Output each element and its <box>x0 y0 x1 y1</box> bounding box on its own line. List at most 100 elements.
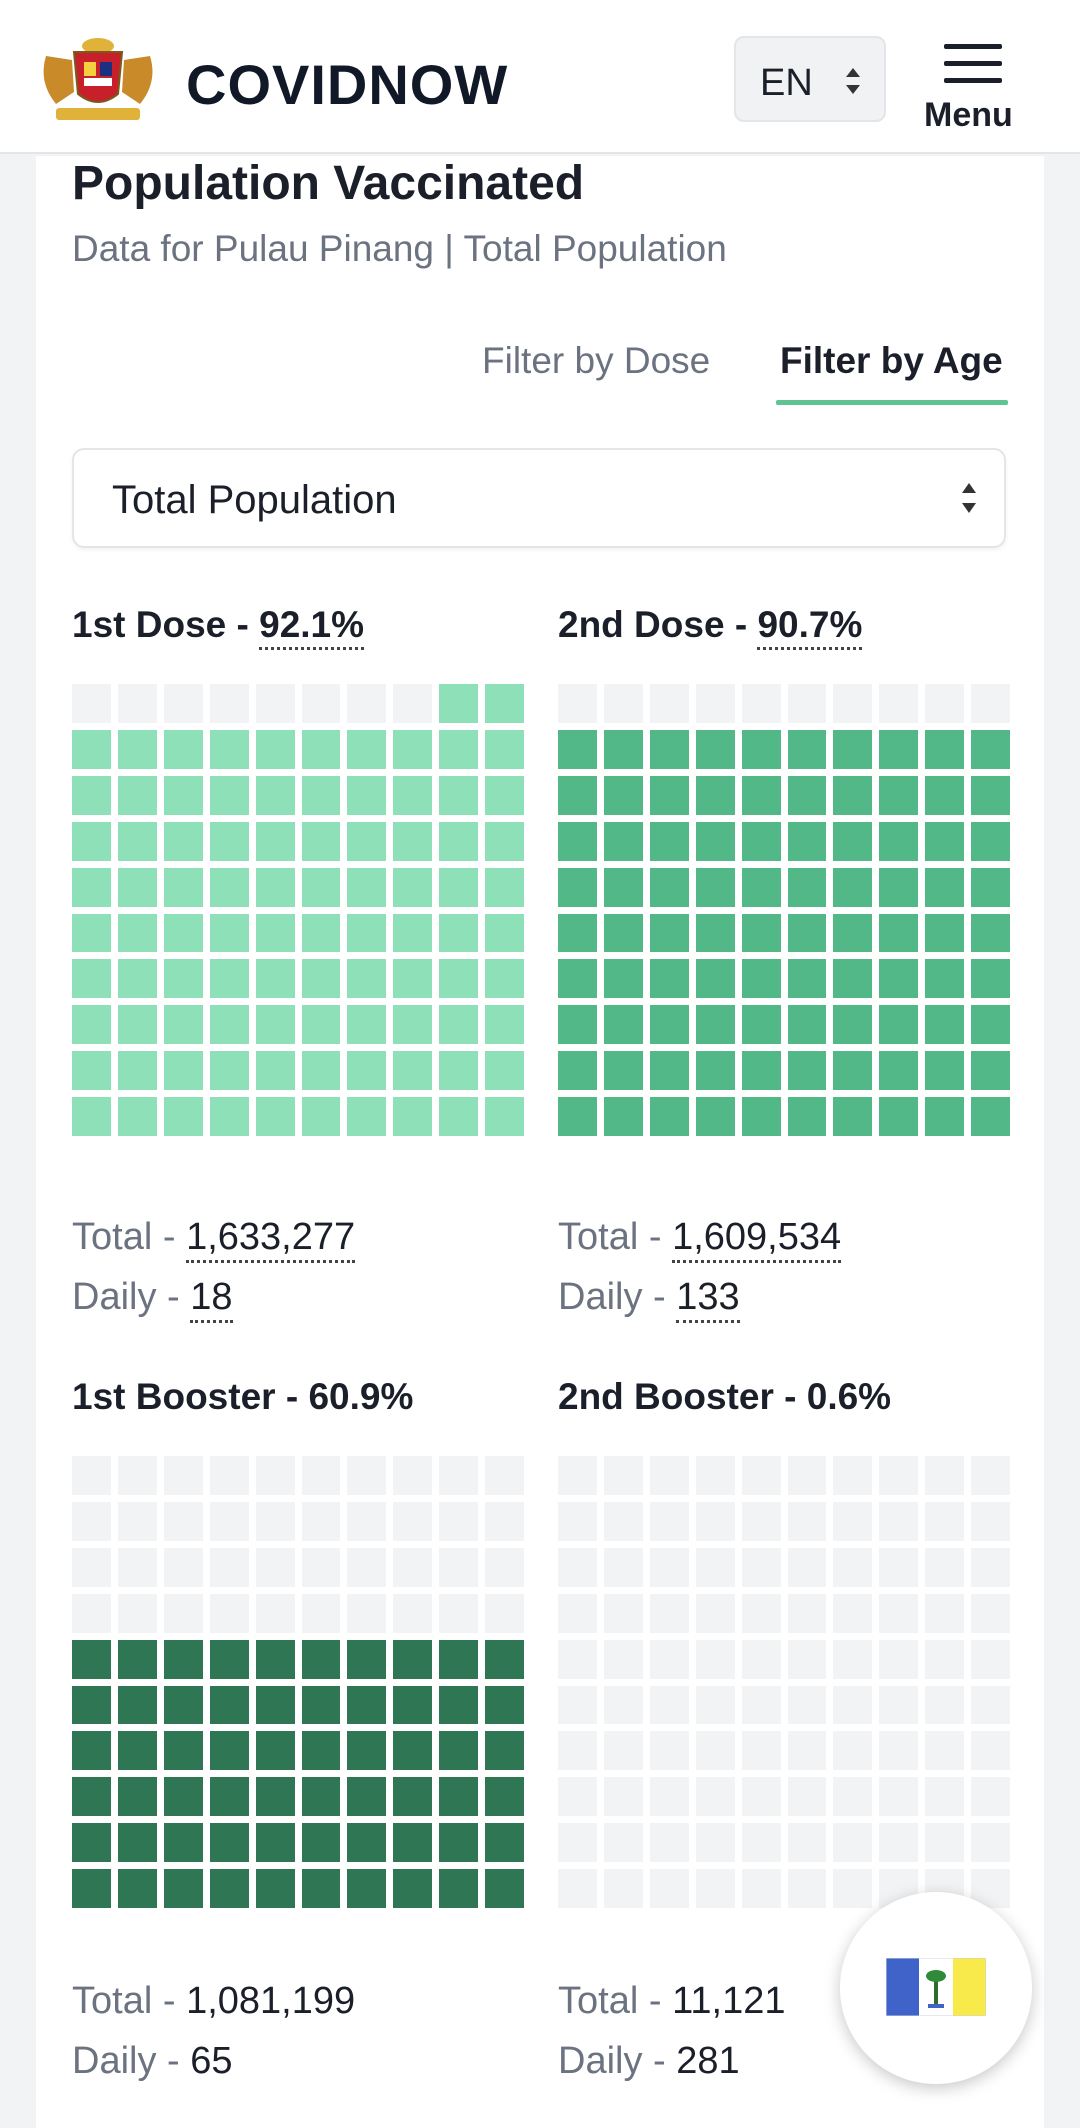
waffle-cell <box>163 1456 203 1495</box>
waffle-cell <box>301 775 341 815</box>
waffle-cell <box>439 1005 479 1045</box>
waffle-cell <box>255 684 295 723</box>
waffle-cell <box>255 1731 295 1771</box>
waffle-cell <box>117 729 157 769</box>
waffle-cell <box>558 1005 597 1045</box>
population-select-value: Total Population <box>112 478 397 522</box>
daily-value[interactable]: 133 <box>676 1276 740 1323</box>
waffle-cell <box>649 867 689 907</box>
waffle-cell <box>72 729 111 769</box>
waffle-cell <box>439 1097 479 1136</box>
waffle-cell <box>649 1501 689 1541</box>
waffle-cell <box>485 1869 524 1908</box>
waffle-cell <box>603 1869 643 1908</box>
waffle-cell <box>347 1005 387 1045</box>
waffle-cell <box>393 1051 433 1091</box>
waffle-cell <box>695 1547 735 1587</box>
daily-value[interactable]: 18 <box>190 1276 233 1323</box>
waffle-cell <box>741 867 781 907</box>
waffle-cell <box>209 1731 249 1771</box>
waffle-cell <box>558 1456 597 1495</box>
waffle-cell <box>787 1869 827 1908</box>
waffle-cell <box>117 913 157 953</box>
panel-2nd-dose: 2nd Dose - 90.7% Total - 1,609,534 Daily… <box>558 604 1010 1323</box>
state-selector-button[interactable] <box>840 1892 1032 2084</box>
top-header: COVIDNOW EN Menu <box>0 0 1080 154</box>
waffle-cell <box>879 1777 919 1817</box>
waffle-cell <box>163 1869 203 1908</box>
waffle-cell <box>695 1097 735 1136</box>
tab-filter-by-age[interactable]: Filter by Age <box>780 340 1003 381</box>
waffle-cell <box>255 729 295 769</box>
waffle-cell <box>163 1777 203 1817</box>
waffle-cell <box>787 1685 827 1725</box>
waffle-cell <box>393 867 433 907</box>
waffle-cell <box>558 729 597 769</box>
waffle-cell <box>485 1051 524 1091</box>
waffle-cell <box>485 821 524 861</box>
waffle-cell <box>925 1097 965 1136</box>
waffle-cell <box>925 684 965 723</box>
chevron-updown-icon <box>846 68 860 94</box>
menu-label: Menu <box>924 96 1013 134</box>
waffle-cell <box>695 1869 735 1908</box>
tab-filter-by-dose[interactable]: Filter by Dose <box>482 340 711 381</box>
waffle-cell <box>879 1097 919 1136</box>
waffle-cell <box>485 1005 524 1045</box>
language-value: EN <box>760 62 813 104</box>
waffle-cell <box>255 1005 295 1045</box>
waffle-cell <box>255 1051 295 1091</box>
waffle-cell <box>695 1777 735 1817</box>
waffle-cell <box>741 1685 781 1725</box>
waffle-cell <box>117 1777 157 1817</box>
waffle-cell <box>695 1639 735 1679</box>
dose-percent[interactable]: 92.1% <box>259 604 365 650</box>
waffle-cell <box>741 775 781 815</box>
menu-button[interactable]: Menu <box>910 36 1040 136</box>
brand-title[interactable]: COVIDNOW <box>186 53 509 116</box>
daily-stat: Daily - 18 <box>72 1276 233 1323</box>
waffle-cell <box>209 821 249 861</box>
waffle-cell <box>833 821 873 861</box>
waffle-cell <box>163 959 203 999</box>
waffle-cell <box>72 959 111 999</box>
waffle-cell <box>603 1731 643 1771</box>
waffle-cell <box>603 684 643 723</box>
waffle-cell <box>393 913 433 953</box>
waffle-cell <box>558 684 597 723</box>
waffle-cell <box>558 1777 597 1817</box>
waffle-cell <box>787 1639 827 1679</box>
total-stat: Total - 11,121 <box>558 1980 786 2022</box>
waffle-cell <box>347 1501 387 1541</box>
waffle-cell <box>393 1097 433 1136</box>
coat-of-arms-logo[interactable] <box>34 32 162 128</box>
waffle-cell <box>925 1051 965 1091</box>
waffle-cell <box>301 1777 341 1817</box>
waffle-cell <box>558 1051 597 1091</box>
total-stat: Total - 1,609,534 <box>558 1216 842 1263</box>
waffle-cell <box>879 1639 919 1679</box>
waffle-cell <box>971 1593 1010 1633</box>
waffle-cell <box>925 821 965 861</box>
waffle-cell <box>695 1005 735 1045</box>
waffle-cell <box>209 1777 249 1817</box>
waffle-cell <box>558 1547 597 1587</box>
dose-percent[interactable]: 90.7% <box>757 604 863 650</box>
waffle-cell <box>485 1501 524 1541</box>
total-value[interactable]: 1,633,277 <box>186 1216 356 1263</box>
total-value: 1,081,199 <box>186 1980 356 2022</box>
total-value[interactable]: 1,609,534 <box>672 1216 842 1263</box>
waffle-cell <box>163 1005 203 1045</box>
waffle-cell <box>117 867 157 907</box>
waffle-cell <box>558 1097 597 1136</box>
waffle-cell <box>695 729 735 769</box>
language-select[interactable]: EN <box>734 36 886 122</box>
waffle-cell <box>209 729 249 769</box>
waffle-cell <box>255 1097 295 1136</box>
waffle-cell <box>558 1685 597 1725</box>
waffle-cell <box>209 1456 249 1495</box>
population-select[interactable]: Total Population <box>72 448 1006 548</box>
waffle-cell <box>393 1869 433 1908</box>
waffle-cell <box>393 959 433 999</box>
waffle-cell <box>971 959 1010 999</box>
